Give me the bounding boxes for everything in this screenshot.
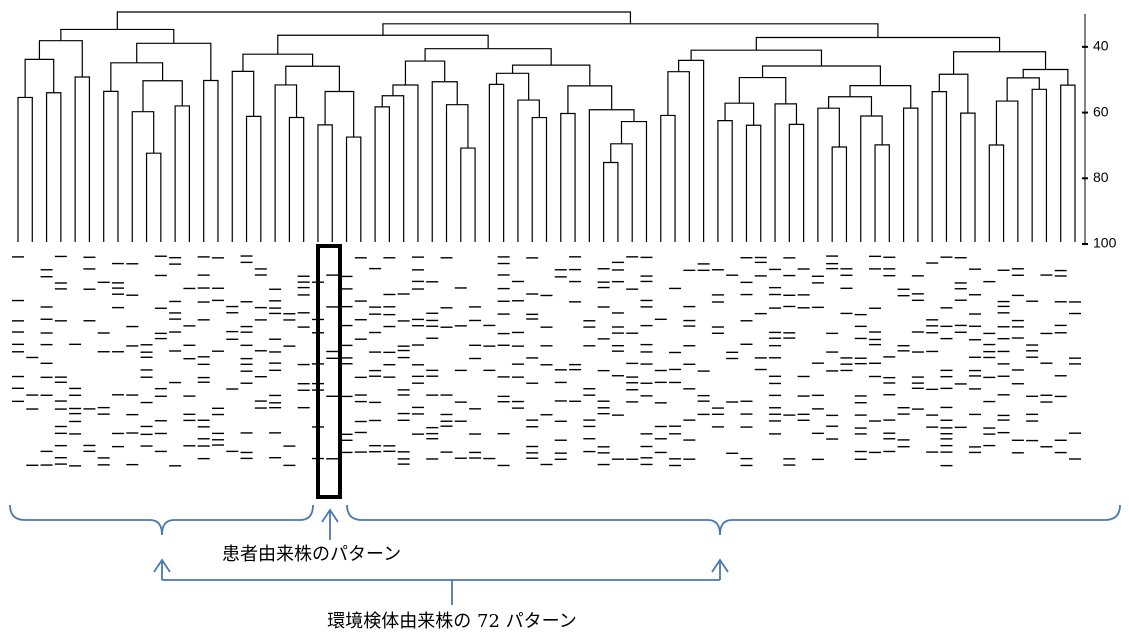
branch xyxy=(561,113,575,242)
branch xyxy=(347,137,361,242)
patient-arrow xyxy=(322,510,338,540)
right-arrow xyxy=(712,560,728,580)
branch xyxy=(489,84,503,242)
tick-label: 60 xyxy=(1093,103,1109,119)
branch xyxy=(763,66,881,86)
branch xyxy=(461,148,475,242)
branch xyxy=(143,81,182,112)
tick-label: 100 xyxy=(1093,235,1117,251)
branch xyxy=(818,108,839,242)
branch xyxy=(691,50,821,66)
branch xyxy=(932,92,946,242)
branch xyxy=(939,74,968,113)
branch xyxy=(117,12,630,29)
branch xyxy=(278,35,488,54)
branch xyxy=(661,115,675,242)
figure: 患者由来株のパターン 環境検体由来株の 72 パターン 40 60 80 100 xyxy=(0,0,1129,635)
branch xyxy=(18,97,32,242)
branch xyxy=(375,107,389,242)
branch xyxy=(243,54,313,71)
tick-label: 80 xyxy=(1093,169,1109,185)
patient-label: 患者由来株のパターン xyxy=(222,544,401,565)
left-brace xyxy=(10,505,313,535)
branch xyxy=(861,116,882,242)
right-brace xyxy=(347,505,1120,535)
branch xyxy=(286,66,340,91)
branch xyxy=(132,112,153,242)
branch xyxy=(232,71,253,242)
branch xyxy=(875,145,889,242)
branch xyxy=(175,106,189,242)
branch xyxy=(75,77,89,242)
branch xyxy=(137,43,211,80)
environment-label: 環境検体由来株の 72 パターン xyxy=(327,611,576,632)
branch xyxy=(789,124,803,242)
branch xyxy=(621,122,646,242)
branch xyxy=(1032,89,1046,242)
branch xyxy=(989,145,1003,242)
branch xyxy=(961,113,975,242)
annotation-marks xyxy=(10,505,1120,605)
similarity-axis: 40 60 80 100 xyxy=(1082,14,1117,251)
branch xyxy=(996,101,1017,242)
left-arrow xyxy=(154,560,170,580)
branch xyxy=(204,81,218,242)
branch xyxy=(1061,85,1075,242)
branch xyxy=(111,63,163,92)
tick-label: 40 xyxy=(1093,38,1109,54)
branch xyxy=(425,49,551,65)
branch xyxy=(718,121,732,242)
branch xyxy=(679,60,704,242)
branch xyxy=(513,65,590,86)
branch xyxy=(289,117,303,242)
branch xyxy=(325,91,354,137)
branch xyxy=(829,97,872,116)
branch xyxy=(532,118,546,242)
branch xyxy=(604,162,618,242)
branch xyxy=(393,85,418,242)
page: {"axis": {"ylim": [30, 100], "yticks": [… xyxy=(0,0,1129,635)
dendrogram xyxy=(18,12,1075,242)
branch xyxy=(318,125,332,242)
branch xyxy=(497,73,529,100)
connector xyxy=(162,580,720,605)
branch xyxy=(518,100,539,242)
branch xyxy=(739,78,785,104)
branch xyxy=(147,153,161,242)
branch xyxy=(668,72,689,242)
branch xyxy=(47,93,61,242)
branch xyxy=(247,116,261,242)
branch xyxy=(832,147,846,242)
branch xyxy=(447,105,468,242)
branch xyxy=(104,91,118,242)
branch xyxy=(904,108,918,242)
branch xyxy=(611,144,632,242)
branch xyxy=(275,85,296,242)
branch xyxy=(382,96,403,242)
branch xyxy=(432,82,457,242)
band-patterns xyxy=(12,256,1081,466)
branch xyxy=(725,103,754,125)
branch xyxy=(746,125,760,242)
branch xyxy=(589,110,634,242)
branch xyxy=(954,52,1046,74)
branch xyxy=(25,59,54,97)
